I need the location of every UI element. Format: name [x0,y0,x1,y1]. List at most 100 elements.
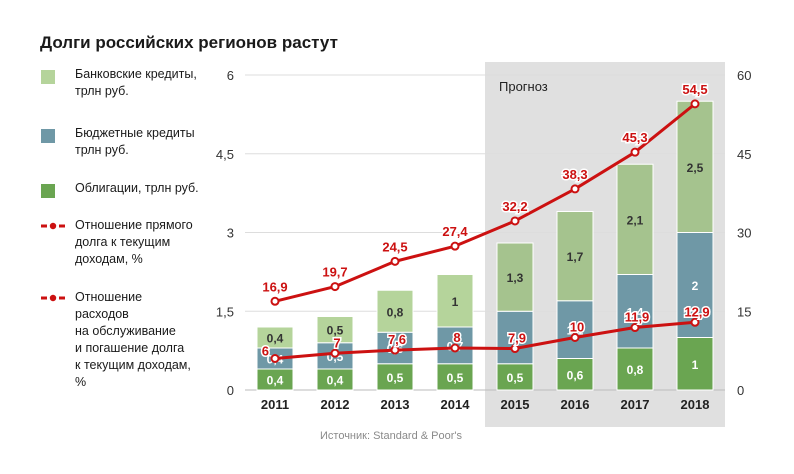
bar-segment [496,310,534,365]
bar-segment [616,274,654,349]
line-value-label: 7,6 [388,332,406,347]
x-tick-label: 2017 [621,397,650,412]
line-value-label: 54,5 [682,82,707,97]
series-point [570,184,580,194]
bar-segment [316,316,354,344]
line-value-label: 6 [262,344,269,359]
series-point [450,343,460,353]
bar-value-label: 2 [692,279,699,293]
bar-segment [376,289,414,333]
series-point [330,282,340,292]
y-right-tick-label: 45 [737,147,751,162]
bar-value-label: 2,1 [627,213,644,227]
y-right-tick-label: 30 [737,226,751,241]
bar-value-label: 0,8 [627,363,644,377]
bar-value-label: 0,5 [327,324,344,338]
y-right-tick-label: 0 [737,383,744,398]
series-point [690,317,700,327]
bar-value-label: 1,3 [507,271,524,285]
legend-label-bank: Банковские кредиты, трлн руб. [75,67,197,98]
bar-segment [676,337,714,391]
legend-line-icon [41,222,65,230]
series-point [570,333,580,342]
line-value-label: 16,9 [262,279,287,294]
line-value-label: 10 [570,320,584,335]
line-value-label: 27,4 [442,224,468,239]
forecast-label: Прогноз [499,79,548,94]
bar-value-label: 1,4 [627,305,644,319]
series-point [510,216,520,226]
source-note: Источник: Standard & Poor's [320,430,463,442]
line-value-label: 32,2 [502,199,527,214]
y-left-tick-label: 6 [227,68,234,83]
legend-swatch-budget [41,129,55,143]
line-value-label: 45,3 [622,130,647,145]
bar-value-label: 0,5 [387,371,404,385]
series-point [390,345,400,355]
y-right-tick-label: 15 [737,304,751,319]
legend-label-service-ratio: Отношение расходов на обслуживание и пог… [75,290,191,389]
bar-segment [556,211,594,302]
bar-segment [496,242,534,312]
line-value-label: 7,9 [508,331,526,346]
bar-value-label: 0,4 [327,374,344,388]
legend-label-debt-ratio: Отношение прямого долга к текущим дохода… [75,218,193,266]
y-right-tick-label: 60 [737,68,751,83]
chart-title: Долги российских регионов растут [40,33,338,52]
bar-segment [436,363,474,391]
series-point [510,344,520,354]
bar-value-label: 0,6 [567,368,584,382]
y-left-tick-label: 0 [227,383,234,398]
legend-swatch-bank [41,70,55,84]
legend-swatch-bonds [41,184,55,198]
bar-value-label: 0,5 [447,371,464,385]
line-value-label: 8 [453,330,460,345]
bar-value-label: 1 [452,295,459,309]
series-point [630,323,640,333]
series-point [630,147,640,157]
x-tick-label: 2015 [501,397,530,412]
bar-value-label: 0,5 [507,371,524,385]
bar-value-label: 0,4 [267,332,284,346]
legend-label-bonds: Облигации, трлн руб. [75,181,199,195]
series-point [450,241,460,251]
bar-value-label: 1 [512,332,519,346]
y-left-tick-label: 3 [227,226,234,241]
series-point [330,348,340,358]
line-value-label: 38,3 [562,167,587,182]
bar-value-label: 1,7 [567,250,584,264]
line-value-label: 7 [333,335,340,350]
series-point [270,296,280,306]
bar-segment [676,100,714,233]
bar-segment [256,326,294,349]
y-left-tick-label: 1,5 [216,304,234,319]
line-value-label: 19,7 [322,265,347,280]
x-tick-label: 2014 [441,397,471,412]
x-tick-label: 2016 [561,397,590,412]
y-left-tick-label: 4,5 [216,147,234,162]
bar-segment [556,358,594,391]
series-point [690,99,700,109]
legend-label-budget: Бюджетные кредиты трлн руб. [75,126,195,157]
bar-value-label: 1,1 [567,324,584,338]
bar-segment [496,363,534,391]
series-point [390,256,400,266]
bar-value-label: 2,5 [687,161,704,175]
series-line [274,320,696,360]
series-point [270,354,280,363]
bar-value-label: 0,8 [387,305,404,319]
bar-segment [436,274,474,328]
series-line [274,102,696,303]
legend-line-circle-icon [41,294,65,302]
x-tick-label: 2011 [261,397,289,412]
bar-segment [616,163,654,275]
x-tick-label: 2012 [321,397,350,412]
bar-segment [556,300,594,359]
bar-value-label: 0,4 [267,374,284,388]
x-tick-label: 2018 [681,397,710,412]
line-value-label: 12,9 [684,304,709,319]
bar-value-label: 1 [692,358,699,372]
line-value-label: 11,9 [625,310,650,325]
x-tick-label: 2013 [381,397,410,412]
